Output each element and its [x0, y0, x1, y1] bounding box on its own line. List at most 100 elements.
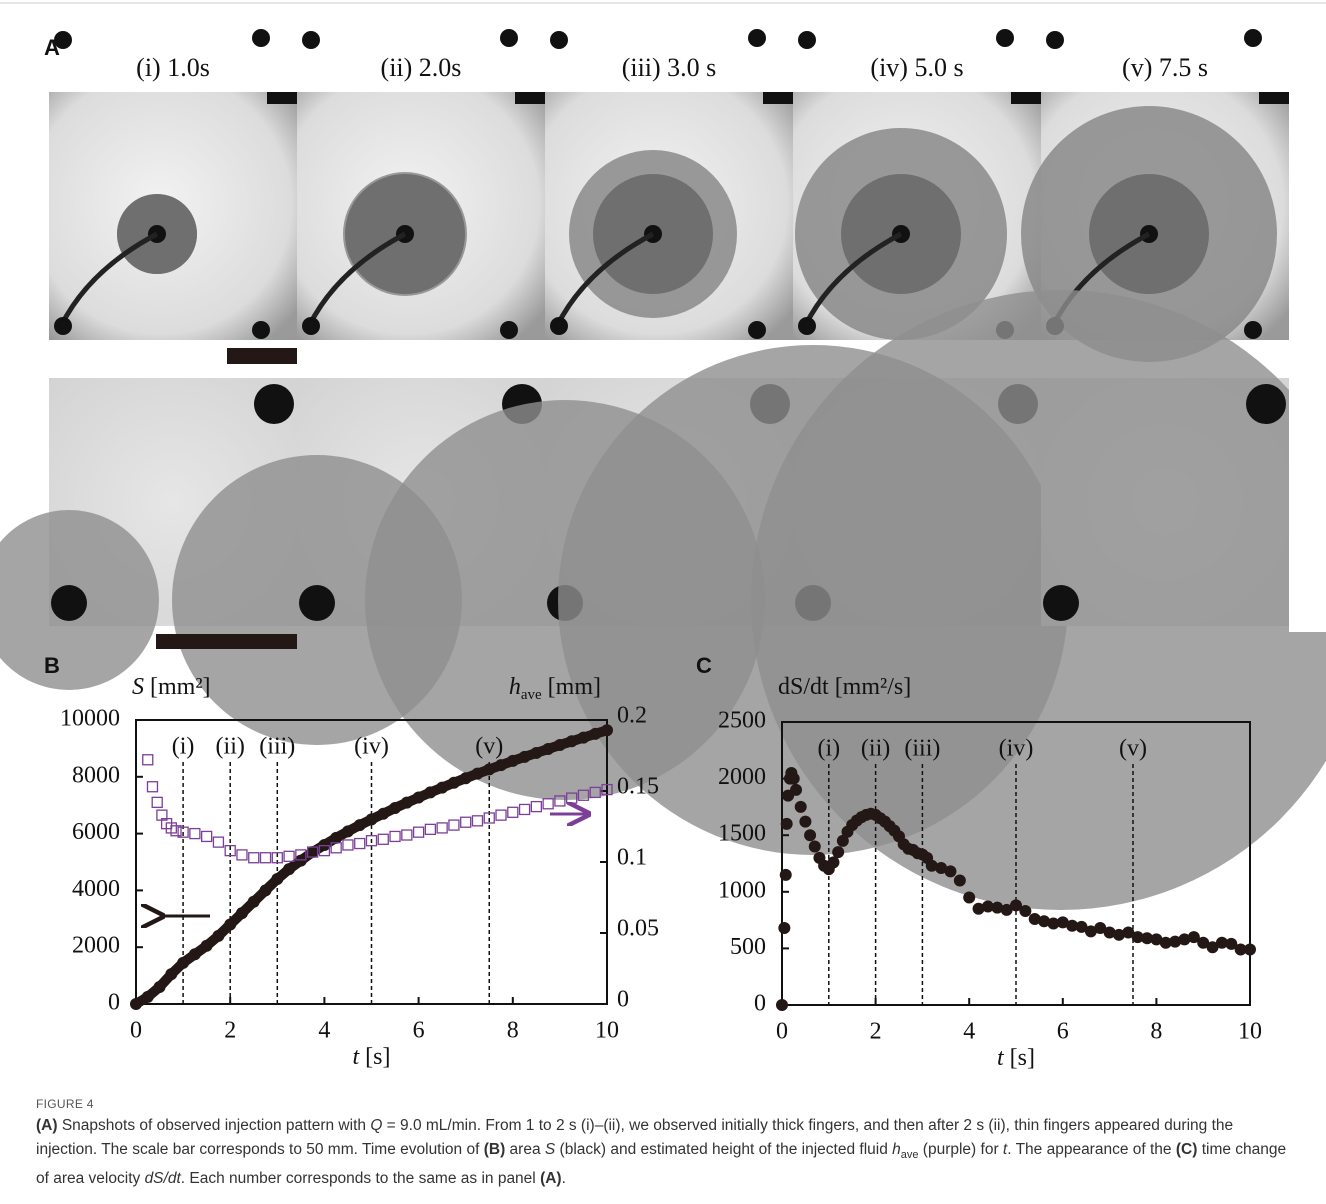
caption-run: (black) and estimated height of the inje… — [555, 1141, 892, 1158]
label-part: ave — [521, 687, 542, 703]
data-point — [378, 834, 388, 844]
data-point — [377, 808, 389, 820]
caption-run: (A) — [36, 1117, 58, 1134]
hole — [254, 384, 294, 424]
y-axis-title: S [mm²] — [132, 674, 211, 700]
x-axis-title: t [s] — [353, 1044, 391, 1070]
data-point — [554, 739, 566, 751]
y-tick-label: 4000 — [72, 876, 120, 902]
label-part: [s] — [1010, 1045, 1035, 1071]
data-point — [190, 829, 200, 839]
caption-run: Q — [370, 1117, 382, 1134]
data-point — [483, 763, 495, 775]
screw — [252, 321, 270, 339]
screw — [252, 29, 270, 47]
corner — [267, 92, 297, 104]
data-point — [425, 824, 435, 834]
page: { "panel_a": { "label": "A", "titles": [… — [0, 0, 1326, 1204]
screw — [1244, 29, 1262, 47]
label-part: [mm] — [548, 674, 601, 700]
data-point — [778, 922, 790, 934]
label-part: [mm²/s] — [835, 674, 912, 700]
data-point — [809, 841, 821, 853]
caption-run: dS/dt — [145, 1170, 181, 1187]
data-point — [449, 820, 459, 830]
reference-label: (i) — [172, 734, 195, 760]
reference-label: (iii) — [259, 734, 295, 760]
data-point — [832, 846, 844, 858]
data-point — [201, 940, 213, 952]
panel-title: (ii) 2.0s — [381, 53, 462, 82]
data-point — [147, 782, 157, 792]
caption-run: h — [892, 1141, 901, 1158]
reference-label: (iii) — [904, 736, 940, 762]
caption-run: S — [545, 1141, 555, 1158]
y-tick-label: 0 — [754, 991, 766, 1017]
data-point — [355, 839, 365, 849]
label-part: dS/dt — [778, 674, 829, 700]
hole — [299, 585, 335, 621]
data-point — [496, 810, 506, 820]
x-tick-label: 6 — [413, 1018, 425, 1044]
data-point — [520, 804, 530, 814]
data-point — [271, 873, 283, 885]
scale-bar — [227, 348, 297, 364]
data-point — [790, 784, 802, 796]
y-tick-label: 1000 — [718, 877, 766, 903]
x-tick-label: 8 — [507, 1018, 519, 1044]
y-tick-label: 1500 — [718, 821, 766, 847]
data-point — [776, 999, 788, 1011]
data-point — [780, 869, 792, 881]
data-point — [284, 851, 294, 861]
screw — [1244, 321, 1262, 339]
label-part: [mm²] — [150, 674, 211, 700]
label-part: S — [132, 674, 144, 700]
y-tick-label: 8000 — [72, 762, 120, 788]
caption-run: (B) — [484, 1141, 506, 1158]
reference-label: (iv) — [999, 736, 1034, 762]
data-point — [342, 825, 354, 837]
data-point — [461, 817, 471, 827]
data-point — [495, 759, 507, 771]
data-point — [954, 874, 966, 886]
caption-run: (purple) for — [919, 1141, 1003, 1158]
data-point — [472, 816, 482, 826]
data-point — [343, 840, 353, 850]
y-tick-label: 2000 — [718, 764, 766, 790]
data-point — [531, 802, 541, 812]
y-tick-label: 2500 — [718, 708, 766, 734]
screw — [996, 29, 1014, 47]
caption-run: (C) — [1176, 1141, 1198, 1158]
data-point — [788, 773, 800, 785]
corner — [1011, 92, 1041, 104]
x-tick-label: 2 — [224, 1018, 236, 1044]
data-point — [601, 724, 613, 736]
caption-run: area — [505, 1141, 545, 1158]
screw — [500, 321, 518, 339]
x-tick-label: 10 — [1238, 1019, 1262, 1045]
y-tick-label: 0 — [108, 990, 120, 1016]
reference-label: (ii) — [861, 736, 890, 762]
data-point — [142, 991, 154, 1003]
reference-label: (v) — [1119, 736, 1147, 762]
panel-label: C — [696, 653, 712, 678]
data-point — [799, 816, 811, 828]
data-point — [460, 772, 472, 784]
caption: FIGURE 4 (A) Snapshots of observed injec… — [36, 1097, 1298, 1191]
x-tick-label: 0 — [776, 1019, 788, 1045]
data-point — [154, 981, 166, 993]
x-tick-label: 6 — [1057, 1019, 1069, 1045]
data-point — [189, 948, 201, 960]
reference-label: (iv) — [354, 734, 389, 760]
data-point — [237, 850, 247, 860]
corner — [515, 92, 545, 104]
panel-title: (i) 1.0s — [136, 53, 210, 82]
x-tick-label: 4 — [963, 1019, 975, 1045]
x-tick-label: 2 — [870, 1019, 882, 1045]
reference-label: (ii) — [216, 734, 245, 760]
corner — [1259, 92, 1289, 104]
y2-tick-label: 0.15 — [617, 774, 659, 800]
reference-label: (v) — [475, 734, 503, 760]
caption-run: ave — [901, 1149, 919, 1161]
data-point — [330, 832, 342, 844]
